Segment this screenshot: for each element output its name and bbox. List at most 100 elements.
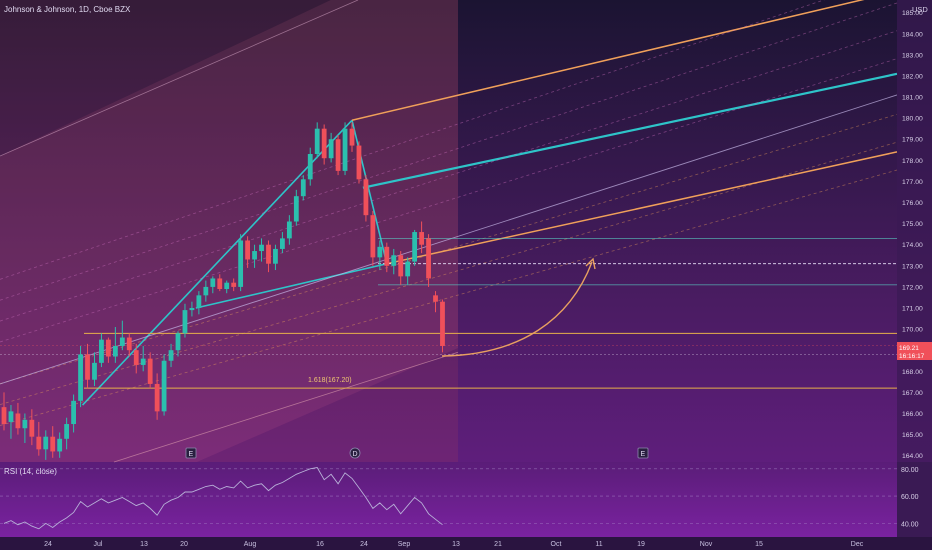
candle-body-42 (293, 196, 299, 222)
price-tick-0: 185.00 (902, 10, 923, 17)
candle-body-35 (245, 240, 250, 260)
candle-body-21 (147, 358, 153, 384)
candle-43 (300, 175, 306, 201)
candle-60 (419, 221, 424, 254)
price-tick-9: 176.00 (902, 200, 923, 207)
arrow-head-icon (585, 257, 596, 270)
time-tick-7: Sep (398, 541, 411, 548)
price-tick-19: 166.00 (902, 411, 923, 418)
pivot-line-up[interactable] (81, 119, 353, 406)
channel-lower-line[interactable] (113, 351, 459, 463)
candle-51 (356, 141, 362, 184)
dashed-parallel-6[interactable] (0, 0, 897, 280)
dashed-parallel-5[interactable] (0, 2, 898, 301)
candle-27 (189, 301, 195, 317)
pitchfork-median-line[interactable] (362, 72, 898, 189)
candle-6 (43, 430, 49, 460)
candle-body-12 (85, 354, 90, 380)
time-tick-4: Aug (244, 541, 257, 548)
candle-39 (273, 244, 278, 271)
candle-38 (266, 240, 271, 273)
candle-3 (22, 413, 28, 444)
symbol-title[interactable]: Johnson & Johnson, 1D, Cboe BZX (4, 5, 131, 14)
candle-23 (161, 354, 167, 416)
candle-body-29 (203, 286, 209, 296)
projection-arrow[interactable] (441, 261, 593, 357)
candle-50 (349, 122, 355, 152)
candle-7 (50, 426, 56, 458)
candle-46 (321, 124, 327, 165)
candle-body-45 (314, 128, 320, 154)
candle-17 (119, 320, 125, 351)
candle-53 (370, 210, 376, 266)
candle-48 (335, 135, 341, 176)
candle-body-7 (50, 436, 56, 452)
event-marker-dividend[interactable]: D (349, 447, 361, 459)
time-tick-2: 13 (140, 541, 148, 548)
candle-11 (78, 345, 83, 408)
time-tick-13: Nov (700, 541, 713, 548)
svg-text:D: D (353, 451, 358, 458)
candle-body-50 (349, 128, 355, 146)
candle-1 (8, 405, 14, 439)
candle-24 (168, 343, 174, 368)
channel-upper-line[interactable] (0, 0, 359, 157)
time-tick-6: 24 (360, 541, 368, 548)
pivot-line-down[interactable] (351, 120, 388, 264)
time-tick-1: Jul (94, 541, 103, 548)
rsi-label[interactable]: RSI (14, close) (4, 467, 57, 476)
candle-63 (440, 299, 445, 353)
candle-12 (85, 343, 90, 389)
price-axis[interactable]: 185.00 184.00 183.00 182.00 181.00 180.00 179.… (897, 0, 932, 462)
candle-41 (286, 215, 292, 245)
candle-body-13 (92, 362, 97, 380)
candle-body-30 (210, 278, 216, 287)
rsi-line (3, 466, 443, 530)
diagonal-trend-line[interactable] (0, 94, 898, 385)
dashed-parallel-4[interactable] (0, 30, 898, 322)
candle-19 (133, 343, 139, 374)
time-axis[interactable]: 24 Jul 13 20 Aug 16 24 Sep 13 21 Oct 11 19 Nov 15 Dec (0, 537, 932, 550)
candle-2 (15, 402, 21, 435)
candle-body-55 (384, 246, 390, 266)
price-badge-value: 169.21 (899, 345, 919, 352)
price-tick-12: 173.00 (902, 263, 923, 270)
time-tick-0: 24 (44, 541, 52, 548)
candle-body-28 (196, 295, 202, 308)
horizontal-levels[interactable] (0, 237, 897, 389)
candle-body-26 (182, 310, 188, 334)
event-marker-earnings-2[interactable]: E (637, 447, 649, 459)
dashed-parallel-2[interactable] (0, 113, 898, 385)
candle-body-5 (36, 436, 42, 450)
candle-body-60 (419, 232, 424, 245)
candle-16 (112, 326, 118, 363)
time-axis-bg (0, 537, 932, 550)
pitchfork-base[interactable] (195, 262, 387, 309)
event-marker-earnings-1[interactable]: E (185, 447, 197, 459)
candles-group (1, 122, 445, 460)
candle-14 (99, 333, 104, 368)
candle-body-22 (154, 383, 160, 412)
price-tick-13: 172.00 (902, 284, 923, 291)
price-tick-3: 182.00 (902, 73, 923, 80)
dashed-parallel-3[interactable] (0, 58, 898, 343)
candle-body-8 (57, 438, 63, 452)
rsi-tick-1: 60.00 (901, 494, 919, 501)
candle-body-59 (412, 232, 418, 262)
pitchfork-lower-tine[interactable] (386, 151, 898, 265)
candle-body-23 (161, 360, 167, 412)
price-tick-11: 174.00 (902, 242, 923, 249)
candle-body-40 (280, 238, 285, 249)
drawing-tools[interactable] (0, 0, 898, 463)
candle-5 (36, 421, 42, 456)
candle-29 (203, 280, 209, 302)
pitchfork-upper-tine[interactable] (351, 0, 897, 121)
fib-label: 1.618(167.20) (308, 377, 352, 384)
candle-body-2 (15, 413, 21, 429)
time-tick-3: 20 (180, 541, 188, 548)
candle-body-20 (140, 358, 146, 365)
time-tick-5: 16 (316, 541, 324, 548)
candle-body-38 (266, 244, 271, 264)
candle-body-19 (133, 350, 139, 365)
